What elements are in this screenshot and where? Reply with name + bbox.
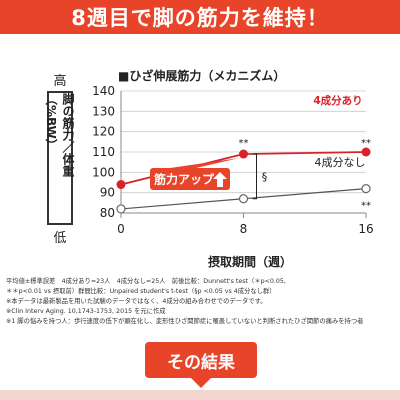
callout-box xyxy=(150,168,230,190)
significance-mark: ** xyxy=(361,138,371,149)
result-label: その結果 xyxy=(167,352,235,373)
x-tick-label: 0 xyxy=(117,222,125,236)
chart-annotations: 4成分あり 4成分なし ** ** ** § 筋力アップ xyxy=(150,94,371,212)
series-label-with: 4成分あり xyxy=(313,94,362,107)
point-with xyxy=(361,147,371,157)
x-tick-labels: 0 8 16 xyxy=(117,222,373,236)
callout-pointer xyxy=(170,158,240,168)
point-with xyxy=(239,149,248,159)
y-tick-label: 80 xyxy=(100,206,115,220)
significance-mark: ** xyxy=(239,138,249,149)
x-tick-label: 8 xyxy=(240,222,248,236)
x-axis-label: 摂取期間（週） xyxy=(208,254,292,269)
section-mark: § xyxy=(262,170,268,183)
chart-axes xyxy=(120,91,367,218)
footnote-line: ※1 脚の悩みを持つ人：歩行速度の低下が顕在化し、変形性ひざ関節症に罹患していな… xyxy=(6,318,364,325)
result-callout: その結果 xyxy=(145,342,257,388)
point-with xyxy=(116,180,126,190)
significance-mark: ** xyxy=(361,201,371,212)
point-without xyxy=(238,194,249,204)
bottom-bar xyxy=(0,390,400,400)
series-label-without: 4成分なし xyxy=(315,156,366,169)
callout-label: 筋力アップ xyxy=(153,172,215,187)
x-tick-label: 16 xyxy=(358,222,373,236)
footnote-line: ※Clin Interv Aging. 10,1743-1753, 2015 を… xyxy=(6,308,166,315)
point-without xyxy=(361,184,371,194)
point-without xyxy=(116,204,126,214)
footnotes: 平均値±標準誤差 4成分あり=23人 4成分なし=25人 前後比較：Dunnet… xyxy=(6,277,396,327)
footnote-line: 平均値±標準誤差 4成分あり=23人 4成分なし=25人 前後比較：Dunnet… xyxy=(6,278,286,285)
banner-title: 8週目で脚の筋力を維持！ xyxy=(71,6,329,30)
y-tick-label: 130 xyxy=(92,104,115,118)
up-arrow-icon xyxy=(213,172,227,187)
y-tick-label: 110 xyxy=(92,145,115,159)
y-tick-label: 100 xyxy=(92,165,115,179)
chart-title: ■ひざ伸展筋力（メカニズム） xyxy=(118,68,285,83)
y-axis-main-label: 脚の筋力／体重（%BW） xyxy=(44,91,75,225)
y-axis-low-label: 低 xyxy=(53,231,67,246)
significance-bracket xyxy=(252,153,257,200)
y-tick-label: 120 xyxy=(92,125,115,139)
y-tick-label: 90 xyxy=(100,186,115,200)
footnote-line: ＊＊p<0.01 vs 摂取前）群間比較：Unpaired student's … xyxy=(6,288,276,295)
y-axis-label-group: 高 脚の筋力／体重（%BW） 低 xyxy=(44,70,75,246)
chart-series xyxy=(116,147,371,214)
y-axis-high-label: 高 xyxy=(53,74,67,89)
y-tick-label: 140 xyxy=(92,84,115,98)
footnote-line: ※本データは最新製品を用いた試験のデータではなく、4成分の組み合わせでのデータで… xyxy=(6,298,267,305)
y-tick-labels: 80 90 100 110 120 130 140 xyxy=(92,84,115,220)
header-banner: 8週目で脚の筋力を維持！ xyxy=(0,0,400,34)
